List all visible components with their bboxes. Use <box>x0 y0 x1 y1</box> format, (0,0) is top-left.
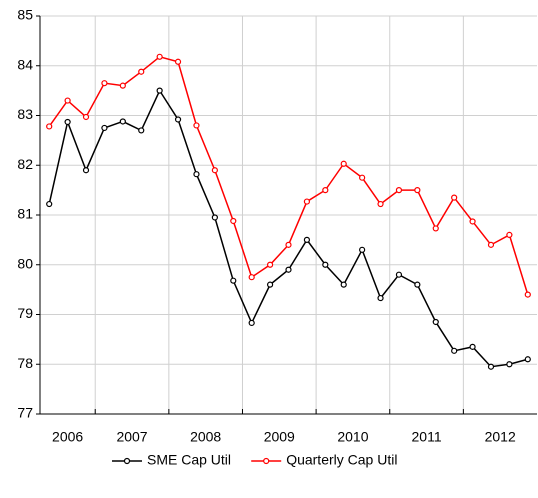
data-point <box>211 214 218 221</box>
data-point <box>193 122 200 129</box>
x-tick-label: 2007 <box>116 429 147 445</box>
data-point <box>303 198 311 205</box>
data-point <box>211 167 218 174</box>
legend-marker <box>123 457 131 465</box>
series-line <box>48 89 528 368</box>
x-tick-label: 2009 <box>264 429 295 445</box>
data-point <box>119 82 126 89</box>
data-point <box>340 160 347 167</box>
data-point <box>101 80 108 87</box>
data-point <box>432 318 439 326</box>
y-tick-label: 77 <box>17 405 33 421</box>
data-point <box>359 246 366 253</box>
y-tick-label: 82 <box>17 156 33 172</box>
y-tick-label: 85 <box>17 7 33 23</box>
data-point <box>395 187 403 194</box>
data-point <box>487 241 495 248</box>
y-tick-label: 79 <box>17 305 33 321</box>
data-point <box>340 281 347 288</box>
data-point <box>46 123 53 130</box>
data-point <box>395 271 403 278</box>
data-point <box>64 118 71 126</box>
data-point <box>248 319 255 327</box>
data-point <box>285 241 292 248</box>
data-point <box>101 124 108 132</box>
y-tick-label: 84 <box>17 56 33 72</box>
data-point <box>248 274 255 281</box>
data-point <box>156 53 163 60</box>
data-point <box>82 167 90 174</box>
y-tick-label: 78 <box>17 355 33 371</box>
data-point <box>230 217 237 225</box>
data-point <box>432 225 439 232</box>
data-point <box>266 261 274 268</box>
legend-marker <box>263 457 270 465</box>
data-point <box>377 294 384 302</box>
x-tick-label: 2008 <box>190 429 221 445</box>
data-point <box>82 113 90 121</box>
data-point <box>174 116 182 123</box>
data-point <box>138 127 145 134</box>
data-point <box>377 200 384 208</box>
data-point <box>119 118 126 125</box>
data-point <box>524 356 531 363</box>
data-point <box>193 171 200 178</box>
y-tick-label: 80 <box>17 255 33 271</box>
x-tick-label: 2012 <box>485 429 516 445</box>
data-point <box>266 281 274 288</box>
data-point <box>156 87 163 94</box>
legend-label: Quarterly Cap Util <box>286 452 397 468</box>
data-point <box>359 174 366 181</box>
data-point <box>322 187 329 194</box>
data-point <box>451 194 458 201</box>
y-tick-label: 81 <box>17 206 33 222</box>
data-point <box>469 343 476 350</box>
legend-label: SME Cap Util <box>147 452 231 468</box>
data-point <box>451 347 458 354</box>
data-point <box>64 97 71 104</box>
data-point <box>506 231 513 238</box>
data-point <box>46 200 53 208</box>
data-point <box>322 261 329 268</box>
data-point <box>174 58 182 65</box>
data-point <box>487 363 495 370</box>
data-point <box>138 68 145 75</box>
x-tick-label: 2006 <box>52 429 83 445</box>
x-tick-label: 2011 <box>412 429 442 445</box>
data-point <box>303 236 311 243</box>
data-point <box>285 266 292 273</box>
y-tick-label: 83 <box>17 106 33 122</box>
data-point <box>469 218 476 225</box>
x-tick-label: 2010 <box>337 429 368 445</box>
data-point <box>506 361 513 368</box>
data-point <box>414 281 421 288</box>
data-point <box>524 291 531 298</box>
series-line <box>48 55 529 295</box>
data-point <box>414 187 421 194</box>
data-point <box>230 277 237 284</box>
